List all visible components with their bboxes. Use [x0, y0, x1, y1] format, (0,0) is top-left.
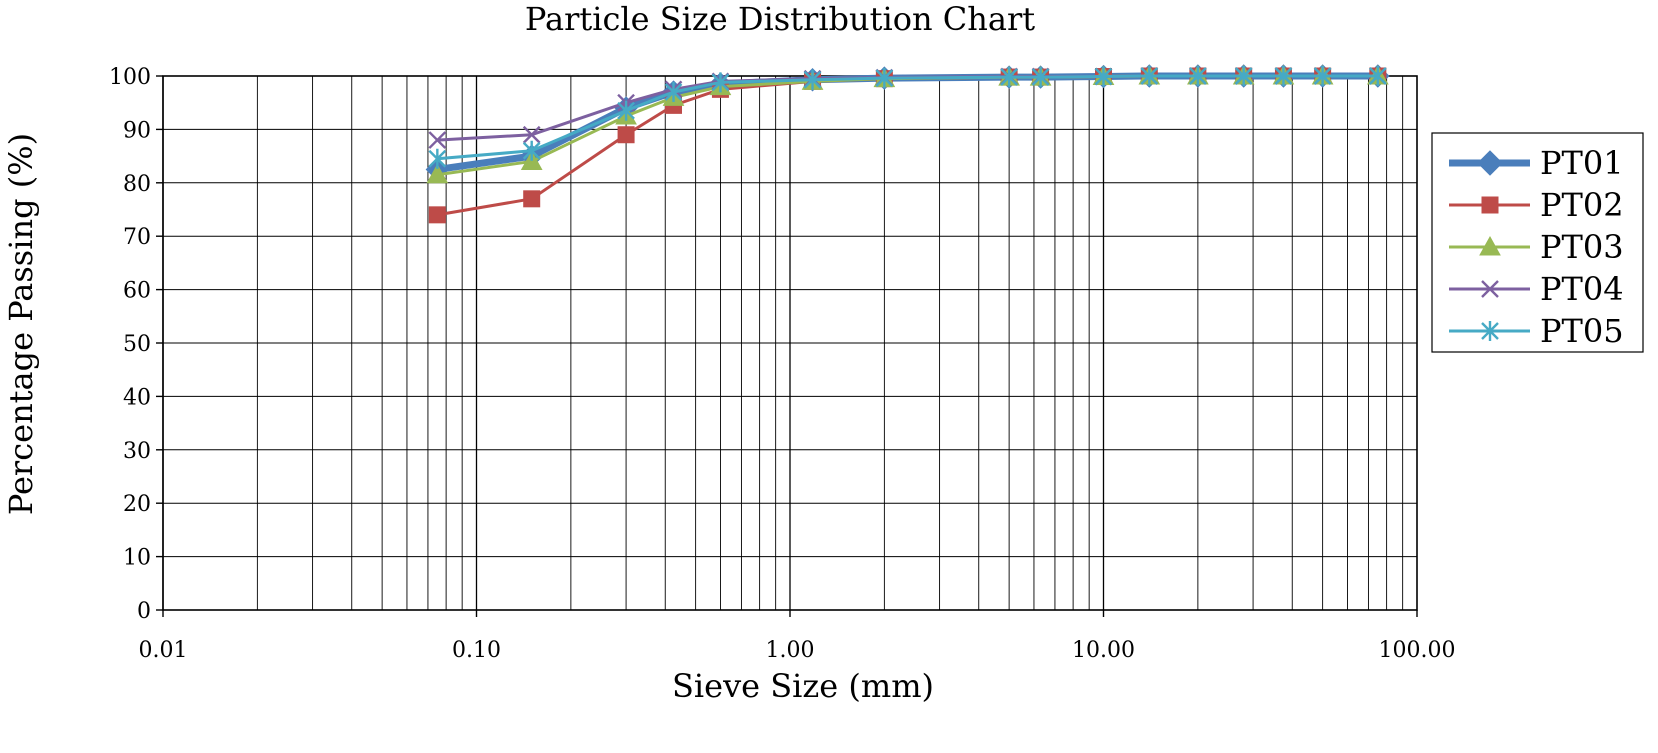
legend-label: PT02	[1540, 186, 1624, 224]
legend-box	[1431, 132, 1644, 353]
data-point	[617, 100, 635, 121]
data-point	[426, 163, 449, 184]
x-tick-label: 0.10	[452, 638, 501, 663]
data-point	[1313, 66, 1332, 86]
legend-label: PT03	[1540, 228, 1624, 266]
y-tick-label: 50	[123, 332, 151, 357]
y-tick-label: 10	[123, 546, 151, 571]
legend-item-pt04: PT04	[1449, 270, 1624, 308]
legend-label: PT04	[1540, 270, 1624, 308]
y-tick-label: 40	[123, 385, 151, 410]
legend-item-pt03: PT03	[1449, 228, 1624, 266]
data-point	[1477, 150, 1503, 176]
legend-item-pt01: PT01	[1449, 144, 1624, 182]
data-point	[1189, 66, 1207, 86]
chart-title: Particle Size Distribution Chart	[525, 0, 1035, 38]
data-point	[1031, 67, 1050, 88]
x-tick-label: 10.00	[1072, 638, 1135, 663]
legend-item-pt02: PT02	[1449, 186, 1624, 224]
data-point	[1368, 66, 1387, 86]
data-point	[1000, 67, 1018, 88]
data-point	[428, 131, 447, 149]
y-tick-label: 70	[123, 225, 151, 250]
data-point	[1094, 66, 1113, 87]
y-tick-label: 0	[137, 599, 151, 624]
data-point	[1234, 66, 1253, 86]
data-point	[1481, 280, 1499, 298]
y-tick-label: 30	[123, 439, 151, 464]
series-line	[436, 72, 1378, 173]
x-tick-label: 1.00	[766, 638, 815, 663]
data-point	[1140, 66, 1159, 86]
ticks-layer: 0 10 20 30 40 50 60 70 80 90 100 0.01 0.10 1.00 10.00 1…	[109, 65, 1455, 663]
data-point	[522, 140, 541, 161]
grid-layer	[162, 75, 1417, 611]
series-pt05	[428, 66, 1387, 169]
data-point	[1481, 196, 1499, 214]
data-point	[1481, 321, 1499, 341]
data-point	[803, 69, 822, 90]
data-point	[875, 68, 894, 89]
data-point	[522, 125, 541, 144]
data-point	[523, 190, 541, 208]
data-point	[1479, 235, 1501, 256]
x-axis-title: Sieve Size (mm)	[672, 667, 934, 705]
data-point	[428, 148, 447, 169]
y-tick-label: 100	[109, 65, 151, 90]
series-pt02	[428, 67, 1387, 224]
series-line	[437, 74, 1378, 161]
data-point	[617, 126, 635, 144]
y-tick-label: 20	[123, 492, 151, 517]
data-point	[1274, 66, 1293, 86]
x-tick-label: 0.01	[139, 638, 188, 663]
legend-label: PT05	[1540, 312, 1624, 350]
series-layer	[425, 64, 1390, 224]
y-tick-label: 90	[123, 118, 151, 143]
y-tick-label: 60	[123, 279, 151, 304]
data-point	[711, 72, 730, 93]
series-line	[437, 74, 1378, 217]
y-tick-label: 80	[123, 172, 151, 197]
axes-layer	[156, 75, 1418, 617]
series-line	[437, 74, 1378, 177]
x-tick-label: 100.00	[1379, 638, 1456, 663]
data-point	[428, 206, 446, 224]
legend: PT01 PT02 PT03 PT04 PT05	[1431, 132, 1644, 353]
data-point	[664, 82, 683, 103]
legend-label: PT01	[1540, 144, 1624, 182]
legend-item-pt05: PT05	[1449, 312, 1624, 350]
legend-items: PT01 PT02 PT03 PT04 PT05	[1449, 144, 1624, 350]
y-axis-title: Percentage Passing (%)	[2, 133, 40, 515]
